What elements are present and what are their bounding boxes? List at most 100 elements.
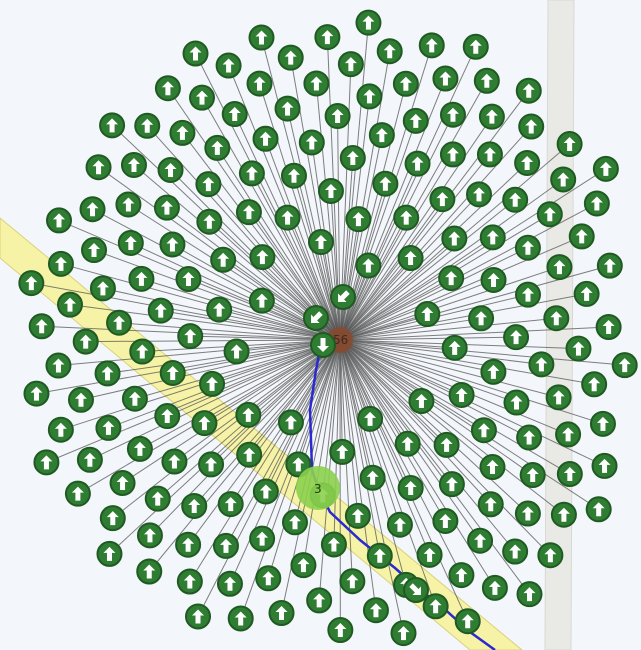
map-marker[interactable]: [581, 371, 608, 398]
map-marker[interactable]: [176, 568, 203, 595]
map-marker[interactable]: [418, 32, 445, 59]
map-marker[interactable]: [303, 70, 330, 97]
map-marker[interactable]: [397, 474, 424, 501]
map-marker[interactable]: [64, 480, 91, 507]
map-marker[interactable]: [106, 309, 133, 336]
map-marker[interactable]: [356, 83, 383, 110]
map-marker[interactable]: [147, 297, 174, 324]
map-marker[interactable]: [565, 335, 592, 362]
map-marker[interactable]: [79, 196, 106, 223]
map-marker[interactable]: [134, 112, 161, 139]
map-marker[interactable]: [481, 574, 508, 601]
map-marker[interactable]: [33, 449, 60, 476]
map-marker[interactable]: [76, 446, 103, 473]
map-marker[interactable]: [128, 265, 155, 292]
map-marker[interactable]: [204, 134, 231, 161]
map-marker[interactable]: [583, 190, 610, 217]
map-marker[interactable]: [249, 525, 276, 552]
map-marker[interactable]: [503, 389, 530, 416]
map-marker[interactable]: [473, 67, 500, 94]
map-marker[interactable]: [159, 359, 186, 386]
map-marker[interactable]: [355, 252, 382, 279]
map-marker[interactable]: [212, 532, 239, 559]
map-marker[interactable]: [290, 552, 317, 579]
map-marker[interactable]: [441, 225, 468, 252]
map-marker[interactable]: [249, 244, 276, 271]
map-marker[interactable]: [153, 194, 180, 221]
map-marker[interactable]: [402, 107, 429, 134]
map-marker[interactable]: [136, 558, 163, 585]
map-marker[interactable]: [327, 617, 354, 644]
map-marker[interactable]: [85, 154, 112, 181]
map-marker[interactable]: [477, 491, 504, 518]
map-marker[interactable]: [448, 381, 475, 408]
map-marker[interactable]: [536, 201, 563, 228]
map-marker[interactable]: [432, 507, 459, 534]
map-marker[interactable]: [252, 125, 279, 152]
map-marker[interactable]: [198, 451, 225, 478]
map-marker[interactable]: [404, 150, 431, 177]
map-marker[interactable]: [144, 485, 171, 512]
map-marker[interactable]: [355, 9, 382, 36]
map-marker[interactable]: [45, 352, 72, 379]
map-marker[interactable]: [136, 522, 163, 549]
map-marker[interactable]: [514, 500, 541, 527]
map-marker[interactable]: [596, 252, 623, 279]
map-marker[interactable]: [439, 101, 466, 128]
map-marker[interactable]: [285, 451, 312, 478]
map-marker[interactable]: [94, 360, 121, 387]
map-marker[interactable]: [115, 191, 142, 218]
map-marker[interactable]: [223, 338, 250, 365]
map-marker[interactable]: [345, 206, 372, 233]
map-marker[interactable]: [448, 562, 475, 589]
map-marker[interactable]: [466, 181, 493, 208]
map-marker[interactable]: [468, 305, 495, 332]
map-marker[interactable]: [585, 496, 612, 523]
map-marker[interactable]: [344, 502, 371, 529]
map-marker[interactable]: [217, 491, 244, 518]
map-marker[interactable]: [47, 416, 74, 443]
map-marker[interactable]: [274, 95, 301, 122]
map-marker[interactable]: [154, 403, 181, 430]
map-marker[interactable]: [175, 266, 202, 293]
map-marker[interactable]: [386, 511, 413, 538]
map-marker[interactable]: [182, 40, 209, 67]
map-marker[interactable]: [502, 538, 529, 565]
map-marker[interactable]: [543, 305, 570, 332]
map-marker[interactable]: [394, 430, 421, 457]
map-marker[interactable]: [72, 328, 99, 355]
map-marker[interactable]: [467, 527, 494, 554]
map-marker[interactable]: [589, 410, 616, 437]
map-marker[interactable]: [306, 587, 333, 614]
map-marker[interactable]: [95, 414, 122, 441]
map-marker[interactable]: [280, 162, 307, 189]
map-marker[interactable]: [117, 229, 144, 256]
map-marker[interactable]: [238, 160, 265, 187]
map-marker[interactable]: [518, 113, 545, 140]
map-marker[interactable]: [392, 70, 419, 97]
map-marker[interactable]: [47, 250, 74, 277]
map-marker[interactable]: [320, 531, 347, 558]
map-marker[interactable]: [181, 492, 208, 519]
map-marker[interactable]: [339, 568, 366, 595]
map-marker[interactable]: [169, 119, 196, 146]
map-marker[interactable]: [432, 65, 459, 92]
map-marker[interactable]: [470, 417, 497, 444]
map-marker[interactable]: [390, 620, 417, 647]
map-marker[interactable]: [28, 313, 55, 340]
map-marker[interactable]: [248, 287, 275, 314]
map-marker[interactable]: [277, 44, 304, 71]
map-marker[interactable]: [67, 386, 94, 413]
map-marker[interactable]: [479, 224, 506, 251]
map-marker[interactable]: [416, 541, 443, 568]
map-marker[interactable]: [196, 208, 223, 235]
map-marker[interactable]: [157, 156, 184, 183]
map-marker[interactable]: [89, 275, 116, 302]
map-marker[interactable]: [227, 605, 254, 632]
map-marker[interactable]: [550, 166, 577, 193]
map-marker[interactable]: [438, 471, 465, 498]
map-marker[interactable]: [546, 254, 573, 281]
map-marker[interactable]: [121, 385, 148, 412]
map-marker[interactable]: [236, 441, 263, 468]
